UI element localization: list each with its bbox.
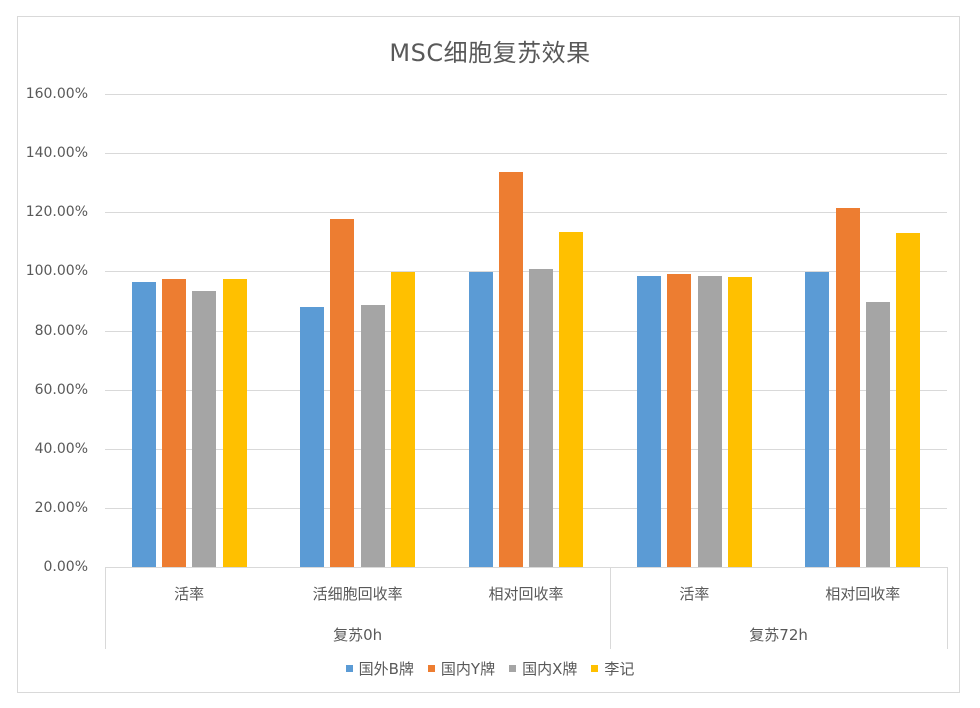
legend-item: 李记 (591, 658, 634, 679)
bar-国内Y牌 (835, 208, 860, 567)
bar-李记 (391, 272, 416, 567)
gridline (105, 330, 947, 332)
x-axis-line (105, 567, 947, 568)
x-category-label: 活细胞回收率 (312, 585, 403, 603)
legend-label: 李记 (604, 660, 635, 678)
y-tick-label: 0.00% (43, 559, 88, 575)
bar-国外B牌 (131, 282, 156, 567)
bar-国内Y牌 (498, 172, 523, 567)
gridline (105, 507, 947, 509)
bar-国内X牌 (192, 291, 217, 567)
bar-国外B牌 (468, 272, 493, 567)
y-tick-label: 80.00% (34, 322, 88, 339)
gridline (105, 94, 947, 95)
legend-item: 国外B牌 (345, 658, 414, 679)
legend-label: 国内X牌 (522, 660, 578, 678)
bar-李记 (559, 232, 584, 567)
x-category-label: 相对回收率 (825, 585, 901, 603)
y-tick-label: 140.00% (25, 145, 88, 162)
bar-国外B牌 (805, 272, 830, 567)
bar-国内X牌 (697, 275, 722, 567)
legend-swatch-icon (427, 665, 435, 672)
plot-area (105, 94, 947, 567)
gridline (105, 389, 947, 391)
y-tick-label: 120.00% (25, 204, 88, 221)
legend-swatch-icon (591, 665, 599, 672)
gridline (105, 271, 947, 273)
bar-国外B牌 (300, 307, 325, 567)
bar-国内X牌 (865, 301, 890, 567)
bar-国内Y牌 (667, 274, 692, 567)
bar-李记 (727, 277, 752, 567)
gridline (105, 212, 947, 214)
y-tick-label: 100.00% (25, 263, 88, 280)
x-group-separator (610, 567, 611, 649)
legend-label: 国外B牌 (358, 660, 414, 678)
bar-国外B牌 (636, 276, 661, 567)
gridline (105, 153, 947, 155)
y-tick-label: 20.00% (34, 499, 88, 516)
bar-国内X牌 (360, 304, 385, 567)
bar-国内X牌 (529, 269, 554, 567)
bar-李记 (896, 233, 921, 567)
bar-国内Y牌 (330, 219, 355, 567)
x-category-label: 活率 (679, 585, 710, 603)
chart-title: MSC细胞复苏效果 (389, 39, 591, 67)
x-category-label: 相对回收率 (488, 585, 564, 603)
y-tick-label: 40.00% (34, 440, 88, 457)
y-tick-label: 160.00% (25, 86, 88, 102)
legend-item: 国内Y牌 (427, 658, 496, 679)
bar-李记 (222, 279, 247, 567)
legend-item: 国内X牌 (509, 658, 577, 679)
y-tick-label: 60.00% (34, 381, 88, 398)
x-group-separator (105, 567, 106, 649)
gridline (105, 448, 947, 450)
x-group-label: 复苏0h (333, 626, 383, 644)
legend-swatch-icon (345, 665, 353, 672)
x-group-separator (947, 567, 948, 649)
bar-国内Y牌 (162, 279, 187, 567)
legend: 国外B牌 国内Y牌 国内X牌 李记 (0, 658, 980, 679)
legend-swatch-icon (509, 665, 517, 672)
x-category-label: 活率 (174, 585, 205, 603)
x-group-label: 复苏72h (749, 626, 808, 644)
legend-label: 国内Y牌 (440, 660, 496, 678)
